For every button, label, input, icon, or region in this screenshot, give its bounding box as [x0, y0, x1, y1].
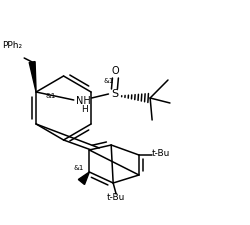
Text: PPh₂: PPh₂	[2, 41, 22, 50]
Text: &1: &1	[45, 93, 55, 99]
Polygon shape	[29, 62, 36, 92]
Text: &1: &1	[73, 165, 83, 171]
Polygon shape	[78, 172, 89, 184]
Text: &1: &1	[103, 78, 114, 84]
Text: NH: NH	[76, 96, 91, 106]
Text: t-Bu: t-Bu	[106, 194, 125, 202]
Text: S: S	[110, 89, 117, 99]
Text: O: O	[111, 66, 119, 76]
Text: t-Bu: t-Bu	[151, 149, 170, 158]
Text: H: H	[81, 106, 88, 115]
